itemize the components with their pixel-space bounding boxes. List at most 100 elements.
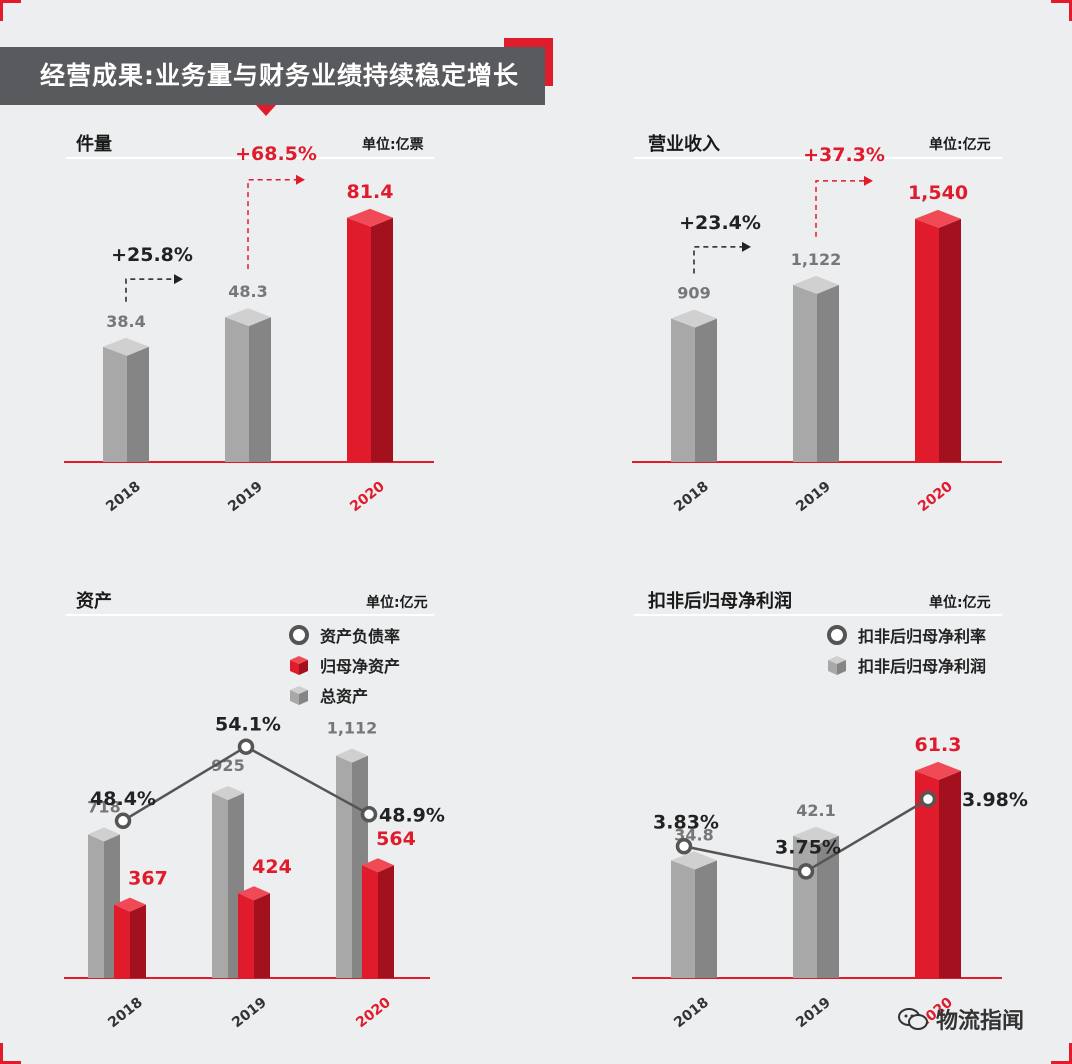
legend-item: 资产负债率 — [288, 620, 400, 650]
growth-label: +68.5% — [235, 143, 317, 165]
line-marker — [237, 738, 255, 755]
bar-front — [114, 904, 130, 978]
bar — [915, 209, 961, 462]
gray-cube-icon — [826, 654, 848, 676]
bar-front — [212, 793, 228, 978]
line-marker — [360, 806, 378, 823]
panel-title-revenue: 营业收入 — [648, 134, 720, 155]
legend-item: 归母净资产 — [288, 650, 400, 680]
data-label: 1,112 — [327, 719, 378, 738]
bar — [671, 309, 717, 462]
bar-side — [939, 770, 961, 978]
legend-label: 扣非后归母净利润 — [858, 657, 987, 676]
panel-unit-volume: 单位:亿票 — [362, 137, 424, 153]
line-marker — [675, 838, 693, 855]
panel-unit-assets: 单位:亿元 — [366, 595, 428, 611]
legend-label: 归母净资产 — [320, 657, 401, 676]
watermark: 物流指闻 — [898, 1003, 1024, 1035]
bar-top — [238, 886, 270, 901]
chat-bubbles-icon — [898, 1006, 928, 1032]
growth-label: +37.3% — [803, 144, 885, 166]
bar-top — [671, 851, 717, 870]
bar-top — [225, 308, 271, 327]
bar-side — [249, 317, 271, 462]
corner-mark — [1051, 0, 1072, 21]
line-label: 48.4% — [90, 788, 156, 810]
x-tick-label: 2018 — [671, 995, 712, 1032]
panel-title-volume: 件量 — [76, 134, 112, 155]
bar-side — [130, 904, 146, 978]
x-tick-label: 2019 — [793, 479, 834, 516]
bar-side — [817, 284, 839, 462]
legend-label: 总资产 — [320, 687, 369, 706]
legend-label: 扣非后归母净利率 — [858, 627, 987, 646]
line-label: 3.98% — [962, 789, 1028, 811]
banner-pointer — [256, 105, 276, 116]
line-label: 3.83% — [653, 811, 719, 833]
bar-net-profit — [915, 761, 961, 978]
legend-assets: 资产负债率 归母净资产 总资产 — [288, 620, 400, 710]
data-label: 81.4 — [347, 181, 394, 203]
data-label: 925 — [211, 756, 244, 775]
bar-front — [793, 284, 817, 462]
bar-front — [671, 860, 695, 978]
data-label: 564 — [376, 828, 416, 850]
x-tick-label: 2019 — [793, 995, 834, 1032]
line-label: 48.9% — [379, 804, 445, 826]
legend-item: 扣非后归母净利润 — [826, 650, 986, 680]
data-label: 1,540 — [908, 182, 968, 204]
bar-top — [347, 208, 393, 227]
bar-net-profit — [671, 851, 717, 978]
bar-front — [915, 770, 939, 978]
bar-side — [695, 860, 717, 978]
bar-top — [793, 275, 839, 294]
bar — [793, 275, 839, 462]
panel-unit-revenue: 单位:亿元 — [929, 137, 991, 153]
legend-profit: 扣非后归母净利率 扣非后归母净利润 — [826, 620, 986, 680]
bar-top — [88, 827, 120, 842]
panel-title-profit: 扣非后归母净利润 — [648, 591, 792, 612]
watermark-text: 物流指闻 — [936, 1009, 1025, 1034]
legend-label: 资产负债率 — [320, 627, 401, 646]
bar-side — [695, 318, 717, 462]
data-label: 48.3 — [228, 282, 267, 301]
panel-title-assets: 资产 — [76, 591, 112, 612]
bar-side — [939, 218, 961, 462]
x-tick-label: 2019 — [229, 995, 270, 1032]
x-tick-label: 2020 — [353, 994, 394, 1031]
gray-cube-icon — [288, 684, 310, 706]
bar-side — [371, 217, 393, 462]
data-label: 424 — [252, 856, 292, 878]
data-label: 718 — [87, 797, 120, 816]
bar-top — [915, 761, 961, 780]
x-tick-label: 2019 — [225, 479, 266, 516]
x-tick-label: 2018 — [671, 479, 712, 516]
bar-side — [817, 835, 839, 978]
bar-front — [336, 755, 352, 978]
legend-item: 总资产 — [288, 680, 400, 710]
bar-top — [336, 748, 368, 763]
growth-arrow-head — [864, 175, 873, 186]
line-label: 54.1% — [215, 714, 281, 736]
bar-side — [378, 865, 394, 978]
bar-top — [793, 826, 839, 845]
x-tick-label: 2020 — [915, 478, 956, 515]
data-label: 1,122 — [791, 250, 842, 269]
x-tick-label: 2018 — [103, 479, 144, 516]
data-label: 367 — [128, 868, 168, 890]
line-marker — [919, 790, 937, 808]
bar-front — [362, 865, 378, 978]
panel-rule — [66, 614, 434, 616]
red-cube-icon — [288, 654, 310, 676]
growth-arrow-head — [742, 241, 751, 252]
bar-front — [671, 318, 695, 462]
bar-front — [88, 834, 104, 978]
bar-front — [915, 218, 939, 462]
growth-arrow-line — [815, 180, 864, 237]
bar — [103, 337, 149, 462]
growth-label: +25.8% — [111, 244, 193, 266]
panel-rule — [634, 157, 1002, 159]
growth-arrow-head — [174, 274, 183, 285]
panel-rule — [66, 157, 434, 159]
